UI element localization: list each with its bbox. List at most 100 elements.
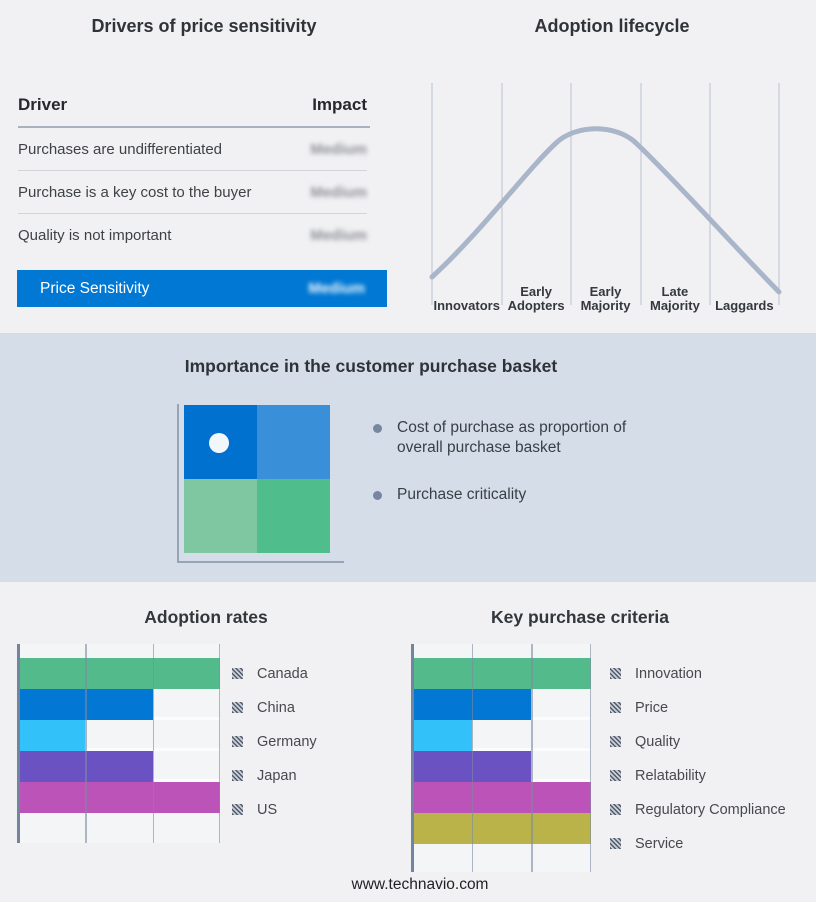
- purchase-basket-quadrant: [184, 405, 330, 553]
- driver-column-header: Driver: [18, 95, 68, 114]
- bar-track: [412, 782, 591, 813]
- hatch-swatch-icon: [610, 804, 621, 815]
- legend-label: Price: [635, 699, 669, 716]
- stage-label: Early Adopters: [507, 283, 565, 314]
- bar-track: [18, 751, 220, 782]
- adoption-lifecycle-chart: Innovators Early Adopters Early Majority La…: [425, 78, 785, 313]
- stage-label: Early Majority: [580, 283, 631, 314]
- table-row: Quality is not important Medium: [18, 214, 367, 257]
- hatch-swatch-icon: [232, 804, 243, 815]
- lifecycle-panel-title: Adoption lifecycle: [534, 16, 690, 36]
- gridline: [471, 644, 473, 872]
- hatch-swatch-icon: [610, 736, 621, 747]
- driver-rows: Purchases are undifferentiated Medium Purc…: [18, 128, 367, 257]
- bullet-item: Cost of purchase as proportion of overal…: [373, 418, 635, 458]
- table-row: Purchases are undifferentiated Medium: [18, 128, 367, 171]
- legend-label: Quality: [635, 733, 681, 750]
- key-purchase-criteria-title: Key purchase criteria: [490, 607, 669, 627]
- legend-item: US: [232, 794, 317, 825]
- quadrant-bottom-right: [257, 479, 330, 553]
- highlight-row-impact: Medium: [308, 280, 365, 297]
- legend-item: Price: [610, 692, 786, 723]
- legend-label: Regulatory Compliance: [635, 801, 786, 818]
- hatch-swatch-icon: [232, 736, 243, 747]
- hatch-swatch-icon: [232, 668, 243, 679]
- bullet-item: Purchase criticality: [373, 485, 635, 505]
- legend-label: US: [257, 801, 278, 818]
- key-purchase-criteria-legend: Innovation Price Quality Relatability Regula…: [610, 658, 786, 862]
- hatch-swatch-icon: [610, 702, 621, 713]
- legend-item: Relatability: [610, 760, 786, 791]
- stage-label: Laggards: [715, 298, 774, 314]
- highlight-row-label: Price Sensitivity: [40, 279, 150, 297]
- gridline: [152, 644, 154, 843]
- bar-track: [18, 782, 220, 813]
- purchase-basket-band: Importance in the customer purchase bask…: [0, 333, 816, 582]
- legend-item: Germany: [232, 726, 317, 757]
- hatch-swatch-icon: [232, 770, 243, 781]
- hatch-swatch-icon: [232, 702, 243, 713]
- gridline: [218, 644, 220, 843]
- legend-label: Relatability: [635, 767, 706, 784]
- impact-cell: Medium: [310, 140, 367, 158]
- quadrant-top-right: [257, 405, 330, 479]
- legend-label: Service: [635, 835, 684, 852]
- website-link[interactable]: www.technavio.com: [351, 876, 489, 893]
- impact-column-header: Impact: [312, 95, 367, 114]
- key-purchase-criteria-chart: [411, 644, 591, 872]
- legend-item: Japan: [232, 760, 317, 791]
- bullet-icon: [373, 491, 382, 501]
- bell-curve-plot: [429, 83, 782, 305]
- driver-cell: Quality is not important: [18, 227, 172, 244]
- bar-track: [18, 689, 220, 720]
- legend-label: Innovation: [635, 665, 702, 682]
- gridline: [531, 644, 533, 872]
- quadrant-bottom-left: [184, 479, 257, 553]
- hatch-swatch-icon: [610, 838, 621, 849]
- bar-canada: [18, 658, 220, 689]
- stage-label: Innovators: [433, 298, 500, 314]
- legend-item: Service: [610, 828, 786, 859]
- quadrant-x-axis: [177, 561, 344, 563]
- adoption-rates-legend: Canada China Germany Japan US: [232, 658, 317, 828]
- y-axis: [17, 644, 20, 843]
- bar-us: [18, 782, 220, 813]
- quadrant-y-axis: [177, 404, 179, 562]
- adoption-curve: [429, 126, 782, 295]
- impact-cell: Medium: [310, 183, 367, 201]
- basket-bullets: Cost of purchase as proportion of overal…: [373, 418, 635, 505]
- table-row: Purchase is a key cost to the buyer Mediu…: [18, 171, 367, 214]
- bar-quality: [412, 720, 472, 751]
- bar-track: [412, 689, 591, 720]
- position-marker-dot: [209, 433, 229, 453]
- bars-container: [412, 658, 591, 844]
- hatch-swatch-icon: [610, 770, 621, 781]
- bar-track: [412, 720, 591, 751]
- price-sensitivity-highlight-row: Price Sensitivity Medium: [17, 270, 387, 307]
- bar-track: [412, 813, 591, 844]
- bar-germany: [18, 720, 86, 751]
- legend-label: Japan: [257, 767, 297, 784]
- drivers-table-header: Driver Impact: [18, 95, 367, 115]
- gridline: [85, 644, 87, 843]
- bar-innovation: [412, 658, 591, 689]
- legend-item: Regulatory Compliance: [610, 794, 786, 825]
- bar-track: [18, 720, 220, 751]
- legend-item: Innovation: [610, 658, 786, 689]
- driver-cell: Purchases are undifferentiated: [18, 140, 223, 158]
- bar-track: [18, 658, 220, 689]
- legend-label: Germany: [257, 733, 317, 750]
- legend-label: China: [257, 699, 295, 716]
- bullet-text: Purchase criticality: [397, 486, 527, 504]
- bullet-icon: [373, 424, 382, 433]
- bar-regulatory-compliance: [412, 782, 591, 813]
- legend-item: Quality: [610, 726, 786, 757]
- legend-item: China: [232, 692, 317, 723]
- adoption-rates-chart: [17, 644, 220, 843]
- bullet-text: Cost of purchase as proportion of overal…: [397, 419, 627, 457]
- header-divider: [18, 126, 370, 128]
- driver-cell: Purchase is a key cost to the buyer: [18, 183, 252, 201]
- legend-label: Canada: [257, 665, 308, 682]
- impact-cell: Medium: [310, 227, 367, 244]
